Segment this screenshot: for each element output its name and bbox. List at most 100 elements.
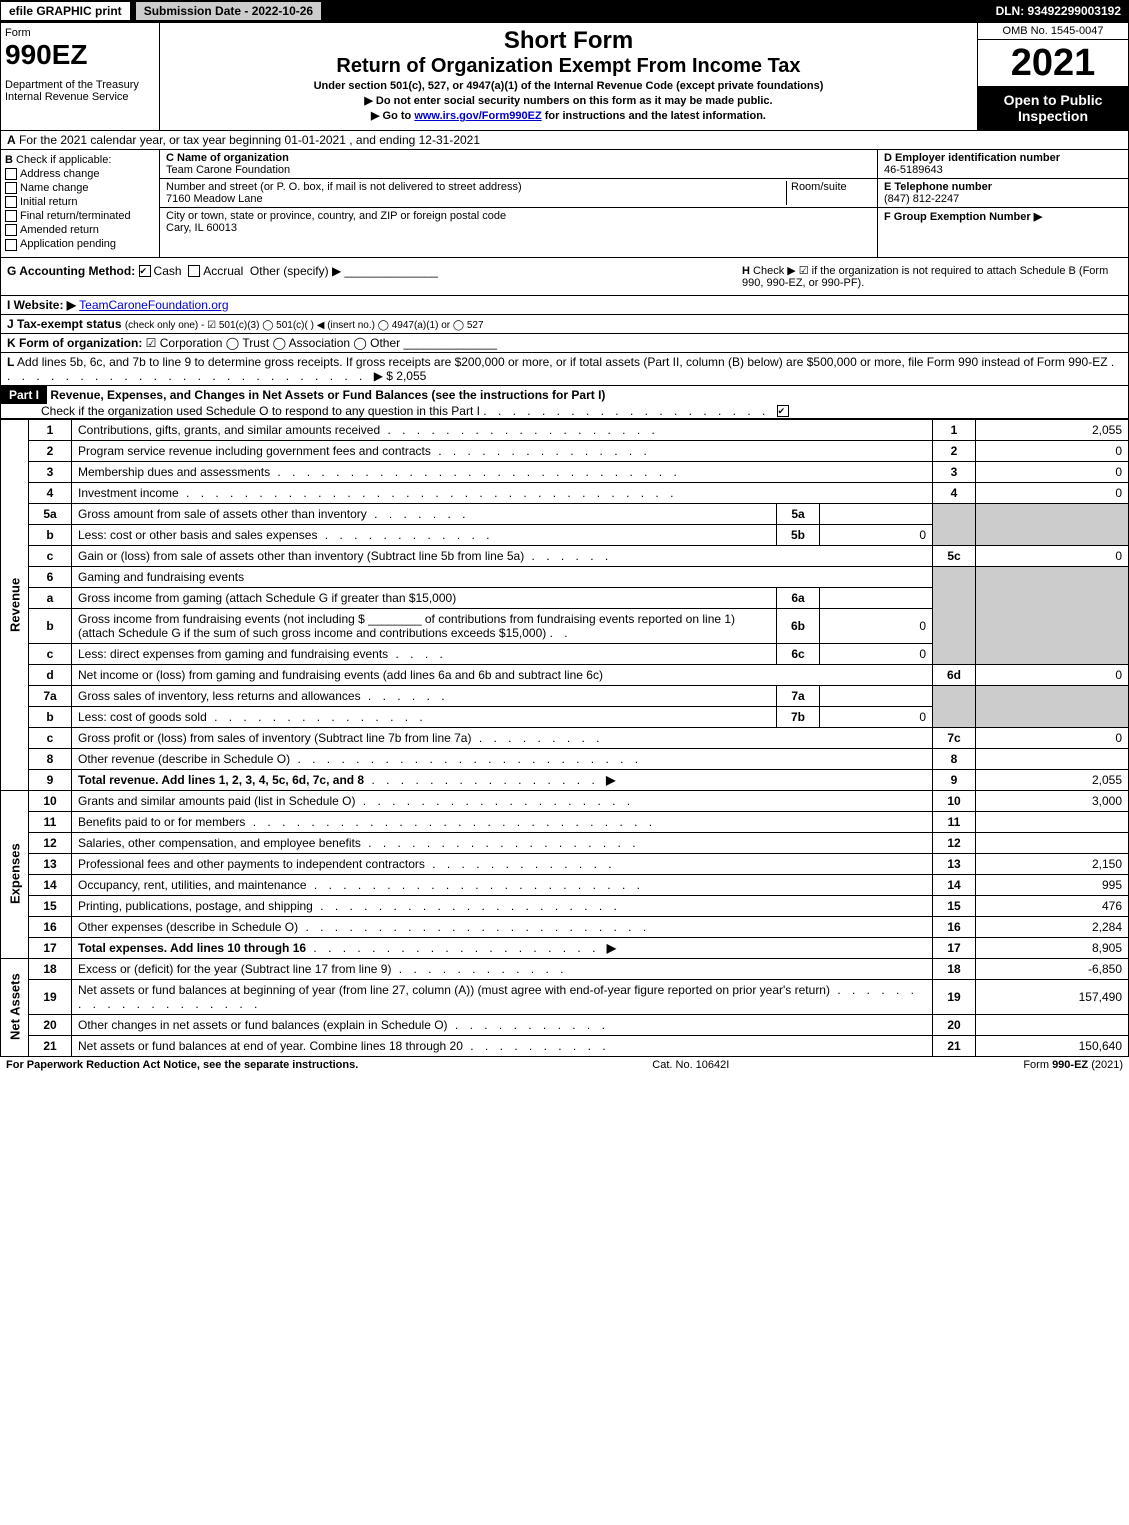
row-k-form-org: K Form of organization: ☑ Corporation ◯ … [0, 334, 1129, 353]
line-7a-midval [820, 685, 933, 706]
line-21-val: 150,640 [976, 1035, 1129, 1056]
check-name-change[interactable]: Name change [5, 182, 155, 194]
check-cash[interactable] [139, 265, 151, 277]
line-3-num: 3 [29, 461, 72, 482]
line-10-desc: Grants and similar amounts paid (list in… [78, 794, 355, 808]
check-initial-return[interactable]: Initial return [5, 196, 155, 208]
line-9-rnum: 9 [933, 769, 976, 790]
label-j: J Tax-exempt status [7, 317, 122, 331]
line-17-val: 8,905 [976, 937, 1129, 958]
line-6: 6 Gaming and fundraising events [1, 566, 1129, 587]
line-18: Net Assets 18 Excess or (deficit) for th… [1, 958, 1129, 979]
website-link[interactable]: TeamCaroneFoundation.org [79, 298, 228, 312]
line-6c-desc: Less: direct expenses from gaming and fu… [78, 647, 388, 661]
line-7c-num: c [29, 727, 72, 748]
part1-label: Part I [1, 386, 47, 404]
line-6d-num: d [29, 664, 72, 685]
line-9-val: 2,055 [976, 769, 1129, 790]
line-6c-midval: 0 [820, 643, 933, 664]
side-label-revenue: Revenue [1, 419, 29, 790]
line-15-rnum: 15 [933, 895, 976, 916]
line-8-rnum: 8 [933, 748, 976, 769]
line-6c-num: c [29, 643, 72, 664]
row-h-schedule-b: H Check ▶ ☑ if the organization is not r… [742, 264, 1122, 289]
line-6a-num: a [29, 587, 72, 608]
line-19-val: 157,490 [976, 979, 1129, 1014]
line-5a: 5a Gross amount from sale of assets othe… [1, 503, 1129, 524]
line-6b-desc-pre: Gross income from fundraising events (no… [78, 612, 365, 626]
check-address-change[interactable]: Address change [5, 168, 155, 180]
line-9-num: 9 [29, 769, 72, 790]
label-l: L [7, 355, 14, 369]
line-6d: d Net income or (loss) from gaming and f… [1, 664, 1129, 685]
line-21-desc: Net assets or fund balances at end of ye… [78, 1039, 463, 1053]
line-8-desc: Other revenue (describe in Schedule O) [78, 752, 290, 766]
check-final-return[interactable]: Final return/terminated [5, 210, 155, 222]
row-i-website: I Website: ▶ TeamCaroneFoundation.org [0, 296, 1129, 315]
check-accrual[interactable] [188, 265, 200, 277]
line-7a-mid: 7a [777, 685, 820, 706]
line-5c-val: 0 [976, 545, 1129, 566]
form-header: Form 990EZ Department of the Treasury In… [0, 22, 1129, 131]
line-12-val [976, 832, 1129, 853]
label-other-specify: Other (specify) ▶ [250, 264, 341, 278]
label-i: I Website: ▶ [7, 298, 76, 312]
line-21-rnum: 21 [933, 1035, 976, 1056]
col-b-heading: Check if applicable: [16, 154, 111, 166]
line-11-val [976, 811, 1129, 832]
line-5a-mid: 5a [777, 503, 820, 524]
line-11-desc: Benefits paid to or for members [78, 815, 245, 829]
row-h-text: Check ▶ ☑ if the organization is not req… [742, 265, 1108, 289]
side-label-expenses: Expenses [1, 790, 29, 958]
line-20-num: 20 [29, 1014, 72, 1035]
row-j-tax-exempt: J Tax-exempt status (check only one) - ☑… [0, 315, 1129, 334]
line-7b-desc: Less: cost of goods sold [78, 710, 207, 724]
footer-right: Form 990-EZ (2021) [1023, 1059, 1123, 1071]
line-16-desc: Other expenses (describe in Schedule O) [78, 920, 298, 934]
efile-print-label[interactable]: efile GRAPHIC print [0, 1, 131, 21]
check-application-pending[interactable]: Application pending [5, 238, 155, 250]
line-2-val: 0 [976, 440, 1129, 461]
line-15-desc: Printing, publications, postage, and shi… [78, 899, 313, 913]
line-6a-mid: 6a [777, 587, 820, 608]
line-4-rnum: 4 [933, 482, 976, 503]
check-schedule-o[interactable] [777, 405, 789, 417]
line-8-num: 8 [29, 748, 72, 769]
e-phone-label: E Telephone number [884, 181, 992, 193]
irs-link[interactable]: www.irs.gov/Form990EZ [414, 110, 541, 122]
line-17-desc: Total expenses. Add lines 10 through 16 [78, 941, 306, 955]
line-5b-midval: 0 [820, 524, 933, 545]
note-ssn: ▶ Do not enter social security numbers o… [164, 94, 973, 107]
line-14-desc: Occupancy, rent, utilities, and maintena… [78, 878, 307, 892]
line-9: 9 Total revenue. Add lines 1, 2, 3, 4, 5… [1, 769, 1129, 790]
line-5a-num: 5a [29, 503, 72, 524]
line-13-desc: Professional fees and other payments to … [78, 857, 425, 871]
line-12-desc: Salaries, other compensation, and employ… [78, 836, 361, 850]
line-6-rval-shaded [976, 566, 1129, 664]
line-12: 12 Salaries, other compensation, and emp… [1, 832, 1129, 853]
part1-title: Revenue, Expenses, and Changes in Net As… [50, 388, 605, 402]
line-5a-midval [820, 503, 933, 524]
line-14-rnum: 14 [933, 874, 976, 895]
open-to-public: Open to Public Inspection [978, 86, 1128, 130]
part1-subtitle: Check if the organization used Schedule … [41, 404, 480, 418]
tax-year: 2021 [978, 40, 1128, 86]
line-6-num: 6 [29, 566, 72, 587]
line-2-desc: Program service revenue including govern… [78, 444, 431, 458]
line-3-val: 0 [976, 461, 1129, 482]
d-ein-label: D Employer identification number [884, 152, 1060, 164]
title-return: Return of Organization Exempt From Incom… [164, 55, 973, 78]
line-16-num: 16 [29, 916, 72, 937]
line-16: 16 Other expenses (describe in Schedule … [1, 916, 1129, 937]
line-10: Expenses 10 Grants and similar amounts p… [1, 790, 1129, 811]
line-15-val: 476 [976, 895, 1129, 916]
line-7c-val: 0 [976, 727, 1129, 748]
line-7c: c Gross profit or (loss) from sales of i… [1, 727, 1129, 748]
line-11: 11 Benefits paid to or for members . . .… [1, 811, 1129, 832]
line-13-val: 2,150 [976, 853, 1129, 874]
line-13-num: 13 [29, 853, 72, 874]
line-6-desc: Gaming and fundraising events [72, 566, 933, 587]
check-amended-return[interactable]: Amended return [5, 224, 155, 236]
line-5a-desc: Gross amount from sale of assets other t… [78, 507, 367, 521]
label-cash: Cash [154, 264, 182, 278]
